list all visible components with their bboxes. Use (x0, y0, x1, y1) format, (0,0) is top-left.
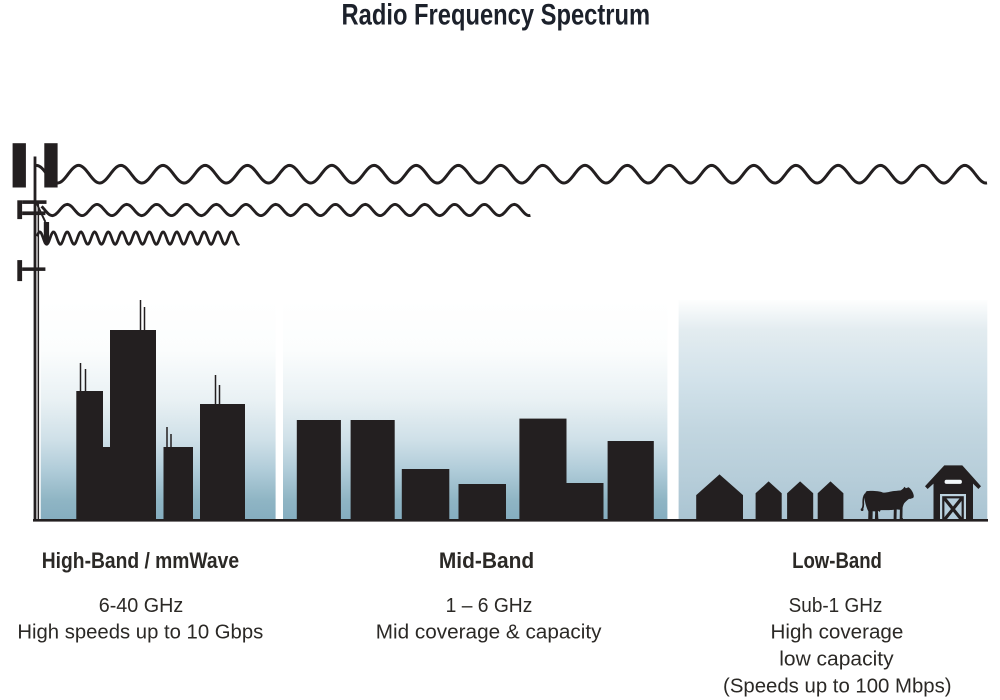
svg-text:(Speeds up to 100 Mbps): (Speeds up to 100 Mbps) (723, 675, 952, 697)
svg-text:6-40 GHz: 6-40 GHz (99, 595, 184, 617)
svg-text:low capacity: low capacity (779, 648, 894, 670)
svg-text:Mid-Band: Mid-Band (439, 548, 534, 572)
svg-text:High speeds up to 10 Gbps: High speeds up to 10 Gbps (17, 622, 263, 644)
svg-text:Sub-1 GHz: Sub-1 GHz (789, 594, 883, 617)
svg-text:1 – 6 GHz: 1 – 6 GHz (446, 594, 533, 616)
svg-text:Mid coverage & capacity: Mid coverage & capacity (376, 622, 603, 644)
svg-text:Radio Frequency Spectrum: Radio Frequency Spectrum (342, 0, 651, 31)
svg-text:Low-Band: Low-Band (792, 550, 882, 574)
svg-text:High coverage: High coverage (770, 622, 903, 644)
svg-text:High-Band / mmWave: High-Band / mmWave (42, 549, 239, 573)
